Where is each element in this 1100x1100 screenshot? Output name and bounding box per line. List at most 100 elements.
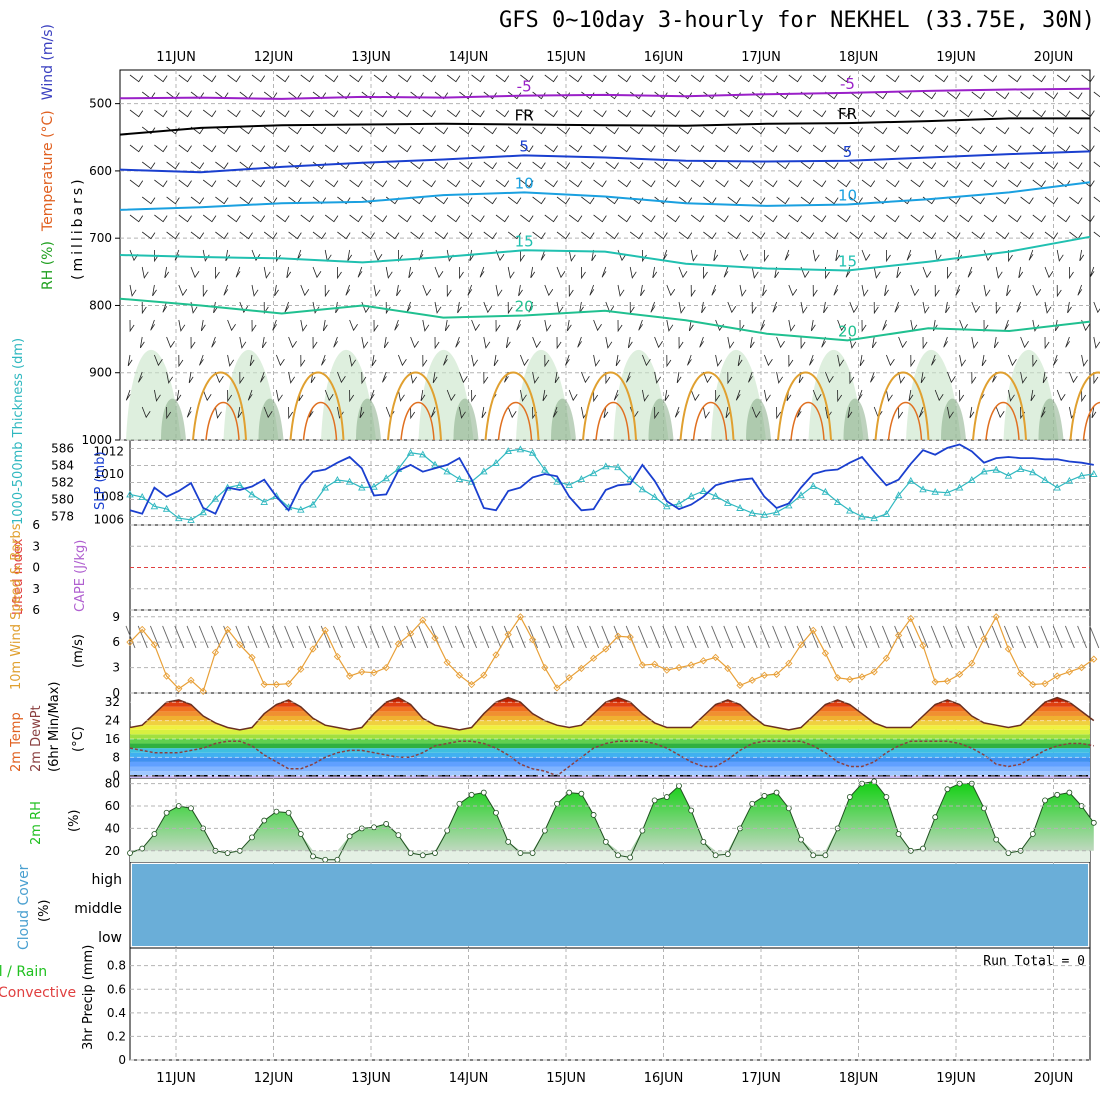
precip-ylabel: 3hr Precip (mm) bbox=[81, 945, 96, 1050]
pressure-tick-label: 600 bbox=[89, 164, 112, 178]
wind-speed-point bbox=[1016, 669, 1025, 678]
date-axis-bottom: 11JUN 12JUN 13JUN 14JUN 15JUN 16JUN 17JUN 18JUN… bbox=[156, 1071, 1073, 1086]
wind-barb bbox=[369, 625, 380, 649]
upper-wind-barb bbox=[871, 336, 877, 349]
upper-wind-barb bbox=[373, 214, 388, 223]
wind-speed-point bbox=[345, 672, 354, 680]
upper-wind-barb bbox=[349, 389, 355, 403]
wind-barb bbox=[491, 625, 502, 649]
precip-tick-label: 0 bbox=[118, 1053, 126, 1067]
rh-line bbox=[129, 780, 1095, 861]
thickness-point bbox=[809, 481, 817, 489]
upper-wind-barb bbox=[1056, 74, 1071, 83]
upper-wind-barb bbox=[337, 371, 346, 384]
date-label-top: 19JUN bbox=[936, 50, 976, 65]
upper-wind-barb bbox=[176, 389, 182, 402]
upper-wind-barb bbox=[690, 214, 705, 223]
pressure-tick-label: 500 bbox=[89, 97, 112, 111]
upper-wind-barb bbox=[186, 406, 192, 418]
upper-wind-barb bbox=[581, 266, 586, 280]
wind-tick-label: 3 bbox=[112, 661, 120, 675]
wind-barb bbox=[1089, 625, 1100, 649]
upper-wind-barb bbox=[699, 336, 704, 348]
upper-wind-barb bbox=[552, 406, 558, 418]
upper-wind-barb bbox=[190, 301, 198, 314]
thickness-point bbox=[870, 514, 878, 522]
upper-wind-barb bbox=[215, 126, 229, 135]
wind-speed-point bbox=[443, 658, 451, 667]
thickness-point bbox=[236, 481, 244, 488]
isotherm-label: 10 bbox=[838, 187, 857, 205]
thickness-point bbox=[1090, 470, 1098, 477]
wind-barb bbox=[418, 625, 429, 649]
upper-wind-barb bbox=[296, 249, 302, 261]
isotherm-line bbox=[119, 150, 1091, 174]
date-label-top: 13JUN bbox=[351, 50, 391, 65]
wind-barb bbox=[845, 625, 856, 649]
upper-wind-barb bbox=[288, 336, 297, 349]
upper-wind-barb bbox=[1020, 196, 1034, 205]
temp-band bbox=[130, 752, 1090, 758]
wind-units: (m/s) bbox=[71, 634, 86, 668]
upper-wind-barb bbox=[727, 126, 741, 135]
thickness-point bbox=[821, 487, 830, 495]
upper-wind-barb bbox=[617, 214, 632, 223]
upper-wind-barb bbox=[910, 144, 924, 153]
upper-wind-barb bbox=[141, 161, 156, 170]
upper-wind-barb bbox=[471, 389, 477, 403]
upper-wind-barb bbox=[507, 266, 515, 279]
upper-wind-barb bbox=[715, 179, 729, 188]
upper-wind-barb bbox=[422, 74, 436, 83]
upper-wind-barb bbox=[861, 74, 876, 83]
upper-wind-barb bbox=[178, 179, 192, 188]
thickness-point bbox=[370, 482, 378, 490]
upper-wind-barb bbox=[507, 126, 522, 135]
upper-wind-barb bbox=[776, 126, 790, 135]
upper-wind-barb bbox=[1032, 144, 1046, 153]
wind-barb bbox=[345, 625, 356, 649]
upper-wind-barb bbox=[361, 161, 375, 170]
upper-wind-barb bbox=[593, 319, 602, 332]
upper-wind-barb bbox=[1053, 354, 1058, 366]
upper-wind-barb bbox=[833, 284, 839, 296]
temp-tick-label: 0 bbox=[112, 769, 120, 783]
upper-wind-barb bbox=[288, 161, 302, 170]
upper-wind-barb bbox=[664, 389, 670, 402]
upper-wind-barb bbox=[312, 336, 318, 350]
upper-wind-barb bbox=[800, 266, 810, 279]
upper-wind-barb bbox=[591, 249, 597, 262]
date-label-top: 15JUN bbox=[546, 50, 586, 65]
upper-wind-barb bbox=[1028, 249, 1034, 261]
temp-tick-label: 32 bbox=[105, 695, 120, 709]
upper-wind-barb bbox=[141, 406, 151, 419]
upper-wind-barb bbox=[337, 91, 351, 100]
wind-barb bbox=[613, 625, 624, 649]
upper-wind-barb bbox=[886, 74, 900, 83]
upper-wind-barb bbox=[727, 196, 741, 205]
upper-wind-barb bbox=[861, 179, 876, 188]
upper-wind-barb bbox=[629, 266, 637, 279]
upper-wind-barb bbox=[202, 284, 208, 298]
upper-wind-barb bbox=[300, 109, 314, 118]
rh-point bbox=[846, 794, 853, 800]
upper-wind-barb bbox=[687, 354, 692, 366]
surface-isotherm bbox=[400, 401, 435, 441]
upper-wind-barb bbox=[1032, 109, 1046, 118]
upper-air-ylabel: RH (%) Temperature (°C) Wind (m/s) bbox=[40, 24, 56, 290]
cape-ylabel: CAPE (J/kg) bbox=[73, 540, 88, 612]
run-total-label: Run Total = 0 bbox=[983, 954, 1085, 969]
thickness-point bbox=[760, 510, 769, 518]
upper-wind-barb bbox=[1081, 144, 1095, 153]
upper-wind-barb bbox=[321, 354, 326, 366]
upper-wind-barb bbox=[138, 371, 143, 383]
upper-wind-barb bbox=[837, 319, 846, 332]
upper-wind-barb bbox=[957, 249, 963, 262]
upper-wind-barb bbox=[581, 126, 595, 135]
upper-wind-barb bbox=[200, 319, 206, 332]
upper-wind-barb bbox=[199, 354, 204, 366]
upper-wind-barb bbox=[1016, 301, 1022, 313]
wind-speed-point bbox=[467, 680, 476, 689]
upper-wind-barb bbox=[249, 354, 255, 367]
upper-wind-barb bbox=[141, 231, 156, 240]
thickness-point bbox=[443, 467, 451, 475]
